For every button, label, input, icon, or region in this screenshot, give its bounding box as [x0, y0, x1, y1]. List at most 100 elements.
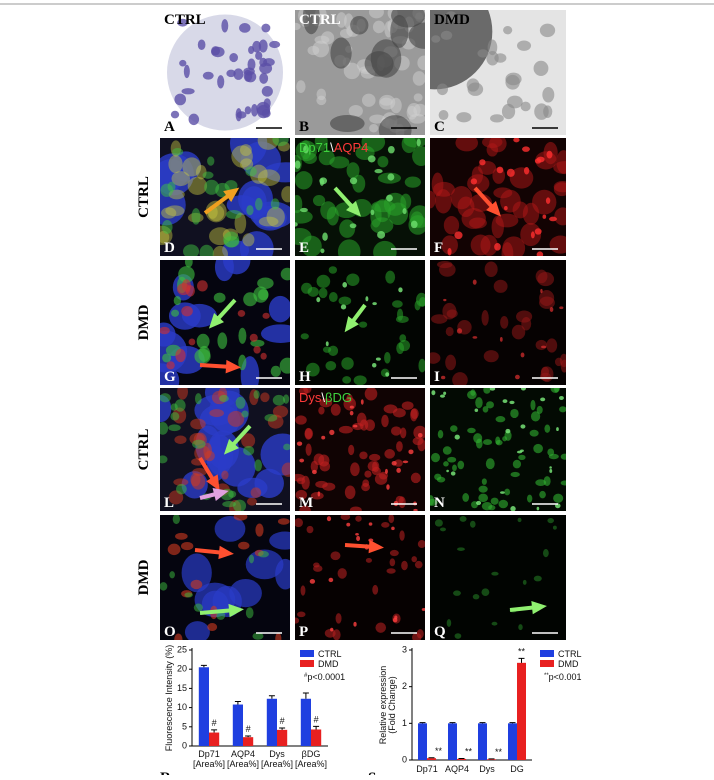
cell-structure — [307, 526, 314, 533]
panel-letter: I — [434, 369, 440, 385]
panel-label: DMD — [434, 12, 470, 28]
x-tick-label: [Area%] — [261, 759, 293, 769]
cell-structure — [524, 167, 529, 174]
cell-structure — [316, 297, 320, 302]
cell-structure — [297, 441, 302, 445]
cell-structure — [539, 491, 546, 498]
cell-structure — [486, 458, 495, 469]
cell-structure — [350, 223, 357, 228]
cell-structure — [177, 384, 188, 400]
cell-structure — [533, 444, 543, 453]
cell-structure — [374, 169, 382, 173]
cell-structure — [384, 449, 395, 459]
cell-structure — [452, 465, 457, 472]
cell-structure — [483, 386, 490, 394]
cell-structure — [243, 446, 254, 456]
cell-structure — [330, 628, 333, 632]
cell-structure — [239, 23, 250, 33]
cell-structure — [207, 623, 217, 631]
cell-structure — [338, 568, 347, 579]
cell-structure — [341, 514, 351, 520]
cell-structure — [233, 500, 246, 513]
panel-letter: L — [164, 495, 174, 511]
cell-structure — [495, 437, 500, 445]
bar — [427, 758, 436, 760]
micrograph: H — [295, 260, 427, 385]
cell-structure — [498, 500, 508, 509]
cell-structure — [457, 328, 462, 333]
cell-structure — [221, 19, 228, 32]
cell-structure — [234, 513, 248, 521]
cell-structure — [350, 506, 362, 513]
cell-structure — [544, 424, 550, 432]
cell-structure — [384, 352, 391, 364]
cell-structure — [483, 406, 489, 412]
cell-structure — [323, 346, 331, 352]
cell-structure — [278, 518, 290, 525]
cell-structure — [473, 336, 478, 339]
cell-structure — [350, 177, 357, 184]
cell-structure — [440, 394, 445, 397]
y-tick-label: 0 — [402, 755, 407, 765]
cell-structure — [543, 549, 549, 557]
cell-structure — [368, 461, 378, 471]
panel-label: CTRL — [164, 12, 206, 28]
cell-structure — [433, 182, 455, 197]
cell-structure — [194, 349, 210, 364]
cell-structure — [207, 156, 214, 165]
cell-structure — [510, 409, 518, 418]
cell-structure — [547, 518, 554, 523]
cell-structure — [168, 424, 181, 431]
cell-structure — [555, 358, 563, 367]
cell-structure — [559, 406, 566, 412]
cell-structure — [369, 124, 378, 132]
cell-structure — [356, 536, 360, 541]
y-axis-label: (Fold Change) — [387, 676, 397, 734]
cell-structure — [451, 471, 456, 475]
cell-structure — [477, 49, 488, 57]
cell-structure — [219, 395, 229, 402]
cell-structure — [398, 287, 402, 292]
cell-structure — [236, 108, 242, 121]
cell-structure — [190, 473, 200, 487]
cell-structure — [241, 411, 248, 418]
cell-structure — [198, 40, 206, 51]
cell-structure — [191, 580, 203, 589]
panel-letter: H — [299, 369, 311, 385]
cell-structure — [281, 186, 294, 202]
cell-structure — [550, 235, 572, 253]
cell-structure — [441, 31, 452, 40]
cell-structure — [394, 615, 397, 619]
cell-structure — [354, 375, 367, 385]
significance-mark: ** — [435, 746, 443, 756]
cell-structure — [431, 35, 440, 42]
cell-structure — [393, 408, 406, 417]
significance-mark: # — [314, 714, 319, 724]
cell-structure — [353, 622, 356, 627]
cell-structure — [341, 305, 346, 310]
cell-structure — [540, 24, 555, 38]
cell-structure — [173, 514, 180, 524]
cell-structure — [329, 578, 334, 582]
cell-structure — [511, 472, 520, 477]
cell-structure — [422, 608, 427, 611]
cell-structure — [479, 159, 485, 165]
cell-structure — [491, 498, 499, 505]
cell-structure — [375, 622, 386, 632]
cell-structure — [445, 355, 456, 371]
cell-structure — [365, 51, 394, 76]
cell-structure — [537, 272, 554, 286]
cell-structure — [478, 494, 488, 502]
cell-structure — [204, 451, 214, 461]
cell-structure — [214, 293, 226, 303]
cell-structure — [282, 462, 295, 476]
channel-label: Dys\βDG — [299, 390, 352, 405]
cell-structure — [317, 275, 331, 288]
bar — [267, 699, 277, 746]
cell-structure — [339, 296, 352, 305]
cell-structure — [152, 322, 176, 346]
cell-structure — [295, 171, 313, 189]
cell-structure — [405, 177, 421, 188]
cell-structure — [318, 407, 324, 415]
cell-structure — [254, 390, 260, 399]
